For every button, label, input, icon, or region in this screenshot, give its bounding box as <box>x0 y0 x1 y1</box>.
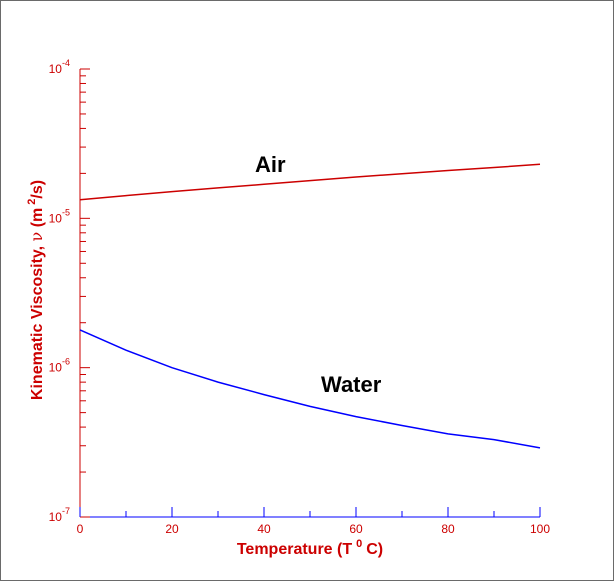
y-tick-label: 10-5 <box>49 207 70 225</box>
y-tick-label: 10-7 <box>49 506 70 524</box>
x-tick-label: 80 <box>441 522 455 536</box>
series-line-air <box>79 163 541 201</box>
annotation-air: Air <box>255 152 286 177</box>
x-tick-label: 100 <box>530 522 550 536</box>
x-tick-label: 0 <box>77 522 84 536</box>
labels-group: 10-7 10-6 10-5 10-4 0 20 40 60 80 100 Air Water Temp… <box>26 58 550 558</box>
x-axis-title: Temperature (T 0 C) <box>237 538 383 558</box>
x-tick-label: 40 <box>257 522 271 536</box>
y-tick-label: 10-6 <box>49 357 70 375</box>
axes-group <box>79 68 541 518</box>
x-tick-label: 60 <box>349 522 363 536</box>
y-tick-label: 10-4 <box>49 58 70 76</box>
series-group <box>79 163 541 449</box>
x-tick-label: 20 <box>165 522 179 536</box>
y-axis-title: Kinematic Viscosity, ν (m2/s) <box>26 180 46 400</box>
annotation-water: Water <box>321 372 382 397</box>
series-line-water <box>79 329 541 449</box>
